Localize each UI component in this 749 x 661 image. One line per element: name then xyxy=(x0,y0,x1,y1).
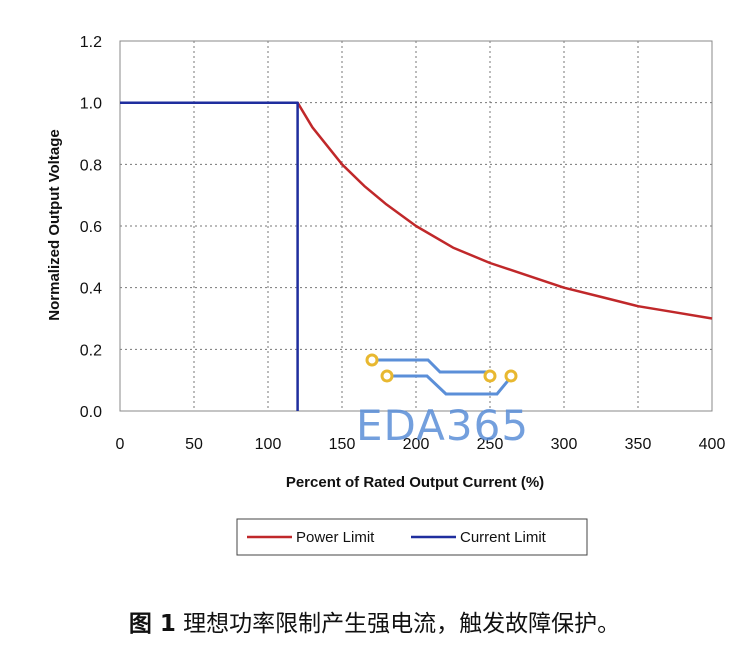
legend-label-current-limit: Current Limit xyxy=(460,529,547,546)
chart: 0 50 100 150 200 250 300 350 400 0.0 0.2 0.4 0.6 0.8… xyxy=(46,34,726,556)
figure-caption: 图 1 理想功率限制产生强电流，触发故障保护。 xyxy=(0,604,749,638)
watermark-trace xyxy=(372,358,490,374)
x-tick-label: 100 xyxy=(255,436,282,453)
x-tick-label: 50 xyxy=(185,436,203,453)
watermark-pad xyxy=(380,369,394,383)
watermark-pad xyxy=(365,353,379,367)
x-tick-label: 400 xyxy=(699,436,726,453)
x-tick-label: 250 xyxy=(477,436,504,453)
x-tick-label: 150 xyxy=(329,436,356,453)
y-axis-title: Normalized Output Voltage xyxy=(46,129,63,320)
y-tick-label: 0.8 xyxy=(80,157,102,174)
x-tick-label: 350 xyxy=(625,436,652,453)
figure-number: 图 1 xyxy=(128,611,176,637)
plot-area-frame xyxy=(119,40,713,412)
legend-label-power-limit: Power Limit xyxy=(296,529,375,546)
x-tick-label: 300 xyxy=(551,436,578,453)
x-tick-label: 0 xyxy=(116,436,125,453)
watermark-pad xyxy=(483,369,497,383)
caption-text: 理想功率限制产生强电流，触发故障保护。 xyxy=(183,611,621,637)
x-axis-title: Percent of Rated Output Current (%) xyxy=(286,474,544,491)
x-tick-label: 200 xyxy=(403,436,430,453)
watermark-text: EDA365 xyxy=(356,401,529,450)
y-tick-label: 1.0 xyxy=(80,96,102,113)
series-line-power-limit xyxy=(120,101,713,320)
x-tick-labels: 0 50 100 150 200 250 300 350 400 xyxy=(116,436,726,453)
watermark-pad xyxy=(504,369,518,383)
y-tick-label: 0.6 xyxy=(80,219,102,236)
series-line-current-limit xyxy=(120,101,299,411)
y-tick-label: 0.4 xyxy=(80,281,102,298)
y-tick-label: 1.2 xyxy=(80,34,102,51)
series-lines xyxy=(120,101,713,411)
axes xyxy=(119,40,713,412)
legend: Power Limit Current Limit xyxy=(236,518,588,556)
y-tick-label: 0.0 xyxy=(80,404,102,421)
eda365-watermark: EDA365 xyxy=(356,353,529,450)
y-tick-label: 0.2 xyxy=(80,342,102,359)
y-tick-labels: 0.0 0.2 0.4 0.6 0.8 1.0 1.2 xyxy=(80,34,102,421)
watermark-trace xyxy=(387,374,513,396)
